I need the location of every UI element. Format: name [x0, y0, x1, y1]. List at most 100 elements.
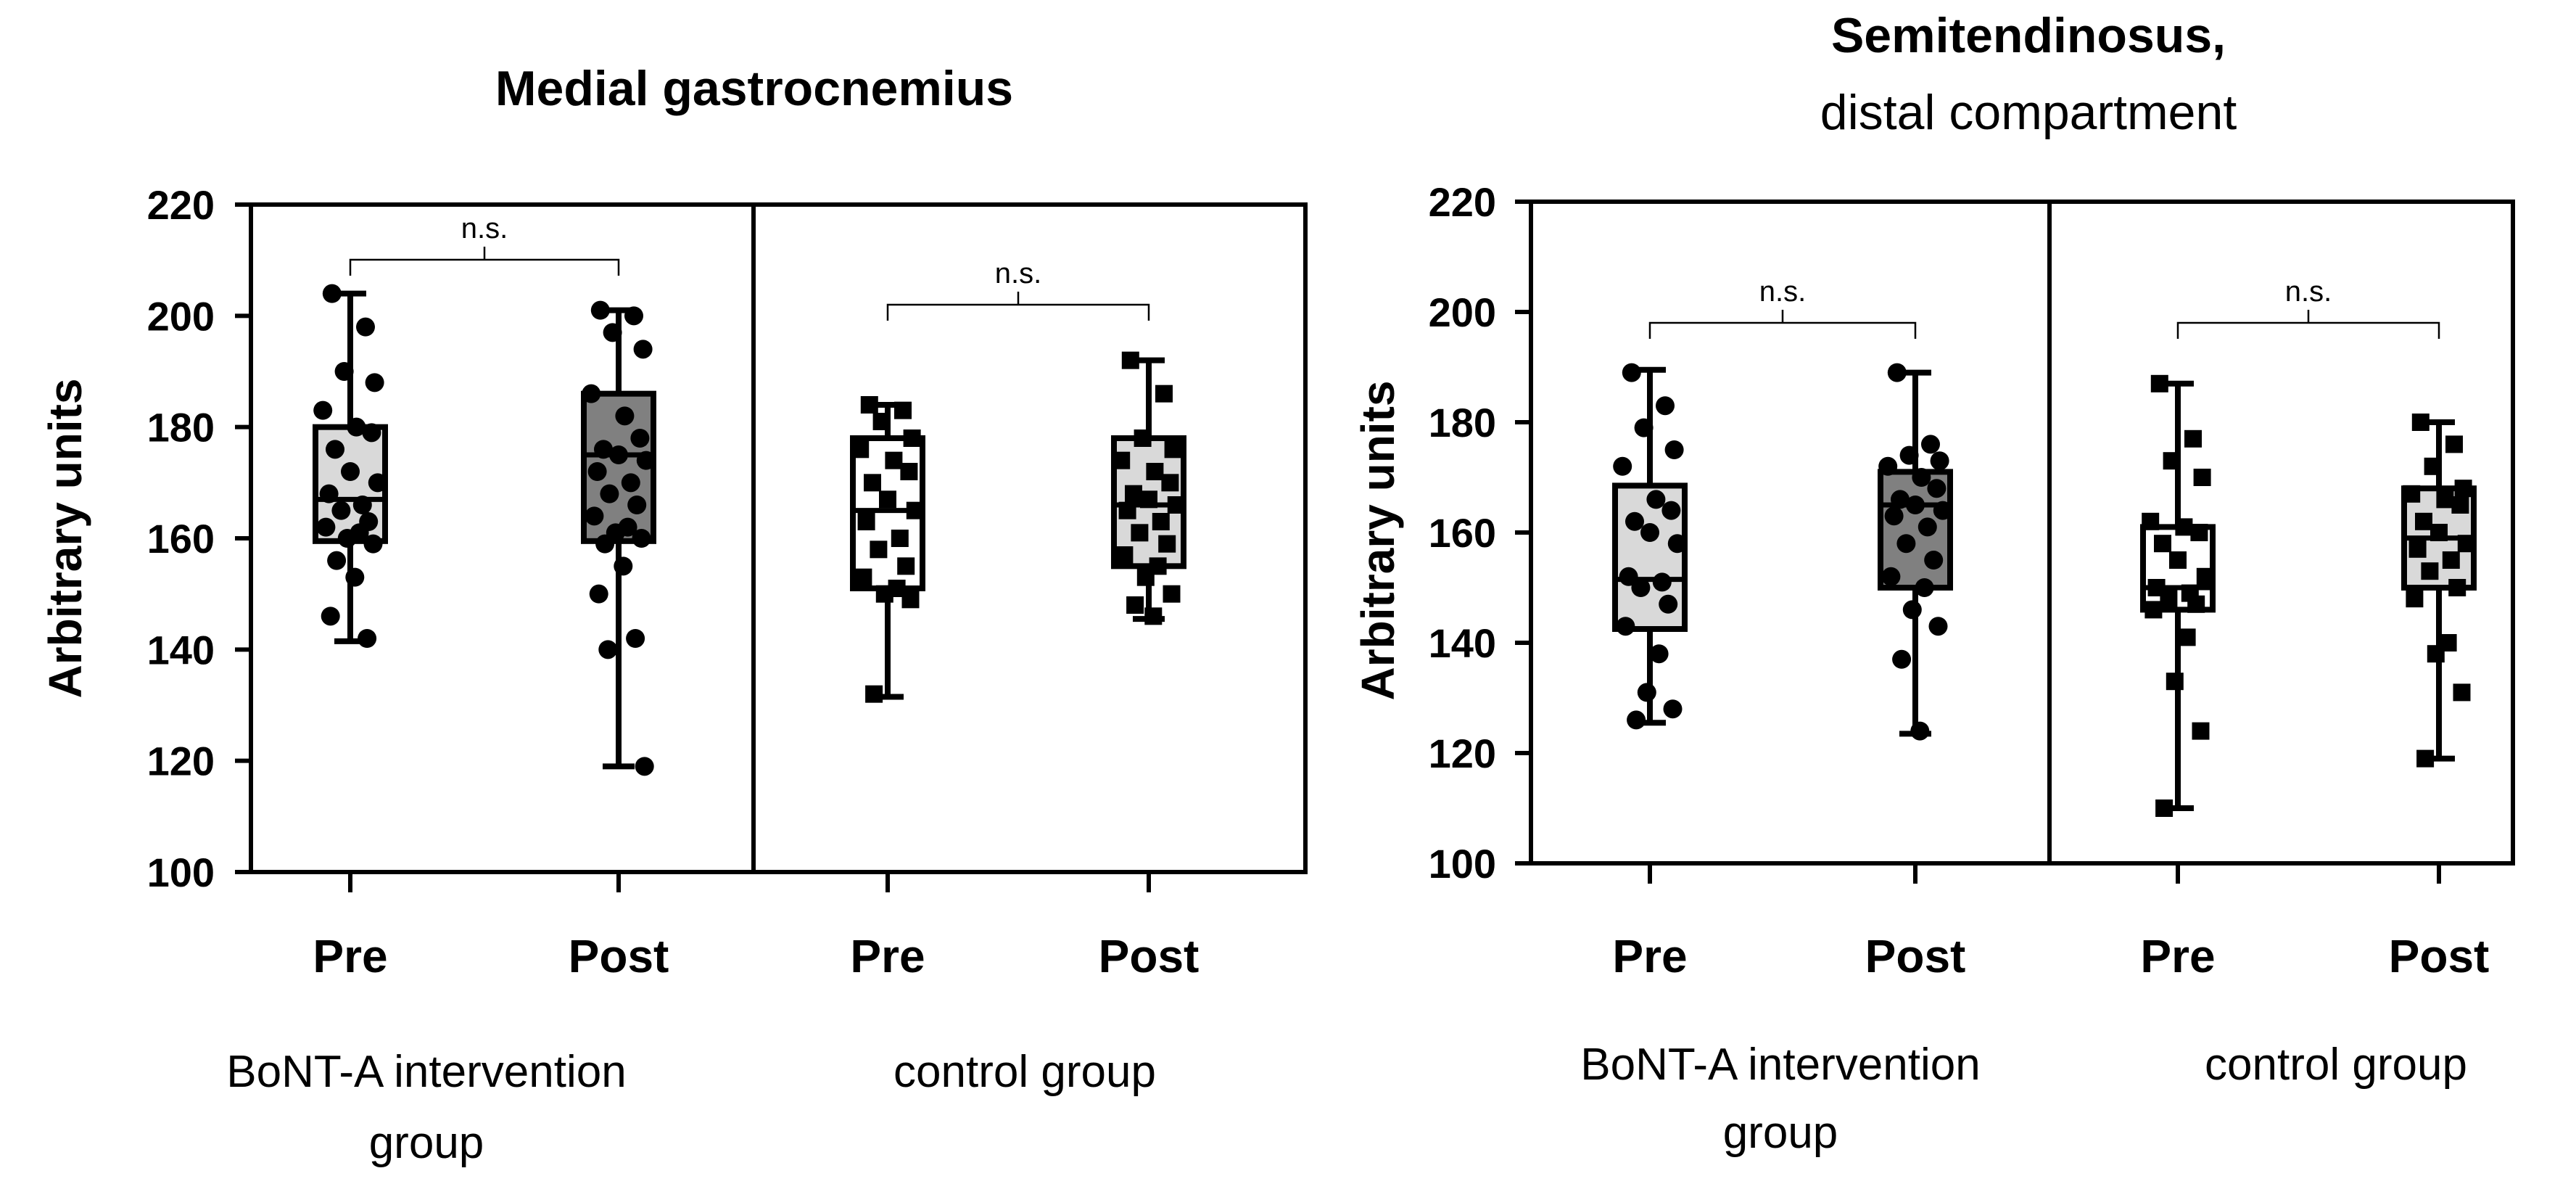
data-point [1164, 440, 1182, 459]
data-point [1616, 617, 1635, 636]
data-point [1930, 451, 1949, 471]
data-point [857, 513, 875, 530]
data-point [1664, 440, 1684, 459]
data-point [2442, 551, 2460, 569]
data-point [2406, 590, 2424, 608]
data-point [334, 362, 354, 381]
data-point [1634, 418, 1654, 437]
chart-title: Medial gastrocnemius [495, 61, 1013, 116]
significance-label: n.s. [1759, 276, 1806, 308]
data-point [356, 317, 375, 337]
data-point [609, 445, 628, 464]
y-tick-label: 120 [1429, 731, 1496, 776]
data-point [2166, 673, 2184, 691]
data-point [322, 284, 342, 303]
data-point [341, 462, 360, 481]
data-point [347, 417, 366, 437]
significance-label: n.s. [995, 258, 1041, 289]
data-point [1667, 534, 1687, 554]
data-point [1896, 534, 1916, 554]
data-point [327, 551, 347, 570]
data-point [633, 340, 653, 359]
data-point [615, 406, 635, 426]
data-point [1917, 517, 1937, 537]
data-point [2424, 457, 2442, 475]
data-point [1884, 506, 1904, 526]
data-point [2163, 452, 2181, 470]
data-point [1121, 351, 1139, 369]
y-tick-label: 160 [147, 516, 215, 562]
data-point [326, 440, 344, 459]
data-point [627, 496, 647, 514]
y-tick-label: 160 [1429, 510, 1496, 556]
data-point [1921, 435, 1940, 454]
data-point [1112, 451, 1131, 469]
data-point [1118, 501, 1136, 519]
significance-bracket [349, 247, 620, 276]
data-point [864, 474, 881, 492]
data-point [872, 413, 891, 430]
data-point [1928, 617, 1948, 636]
data-point [1161, 474, 1179, 492]
data-point [331, 501, 351, 520]
data-point [2184, 429, 2202, 448]
data-point [585, 506, 604, 526]
data-point [1155, 385, 1173, 403]
group-label: control group [893, 1047, 1156, 1097]
data-point [1912, 468, 1931, 487]
data-point [1656, 396, 1675, 416]
x-category-label: Pre [1612, 930, 1687, 982]
data-point [594, 440, 613, 459]
data-point [614, 556, 633, 576]
data-point [1631, 578, 1651, 597]
data-point [1646, 490, 1666, 509]
data-point [2436, 490, 2454, 509]
data-point [2411, 414, 2430, 431]
data-point [368, 473, 387, 493]
data-point [321, 607, 340, 626]
x-category-label: Post [1099, 930, 1200, 982]
data-point [2430, 524, 2448, 541]
data-point [337, 529, 357, 548]
data-point [1167, 496, 1185, 514]
group-label: control group [2205, 1040, 2467, 1090]
data-point [1881, 567, 1901, 586]
data-point [1115, 546, 1134, 564]
data-point [600, 484, 619, 503]
data-point [900, 463, 918, 480]
data-point [2415, 512, 2432, 530]
data-point [1899, 445, 1919, 465]
y-tick-label: 100 [147, 850, 215, 895]
data-point [358, 629, 377, 648]
data-point [632, 529, 651, 548]
y-tick-label: 220 [1429, 179, 1496, 225]
data-point [1891, 490, 1910, 509]
data-point [1910, 721, 1930, 741]
data-point [1134, 429, 1152, 447]
data-point [894, 401, 912, 419]
data-point [1661, 501, 1681, 520]
data-point [1902, 600, 1922, 620]
data-point [595, 534, 615, 554]
data-point [1625, 511, 1644, 531]
y-tick-label: 180 [1429, 400, 1496, 445]
data-point [2178, 628, 2196, 646]
data-point [2453, 683, 2471, 702]
data-point [879, 490, 896, 509]
data-point [2448, 579, 2466, 596]
data-point [1158, 535, 1176, 553]
data-point [1136, 568, 1155, 586]
data-point [1613, 456, 1632, 476]
data-point [870, 540, 888, 559]
x-category-label: Pre [850, 930, 925, 982]
data-point [352, 496, 372, 514]
y-tick-label: 180 [147, 405, 215, 451]
data-point [1663, 699, 1683, 719]
y-tick-label: 100 [1429, 841, 1496, 887]
data-point [891, 530, 909, 547]
data-point [1622, 363, 1641, 382]
data-point [2408, 540, 2427, 558]
data-point [587, 462, 607, 481]
data-point [2451, 496, 2469, 514]
x-category-label: Pre [313, 930, 387, 982]
